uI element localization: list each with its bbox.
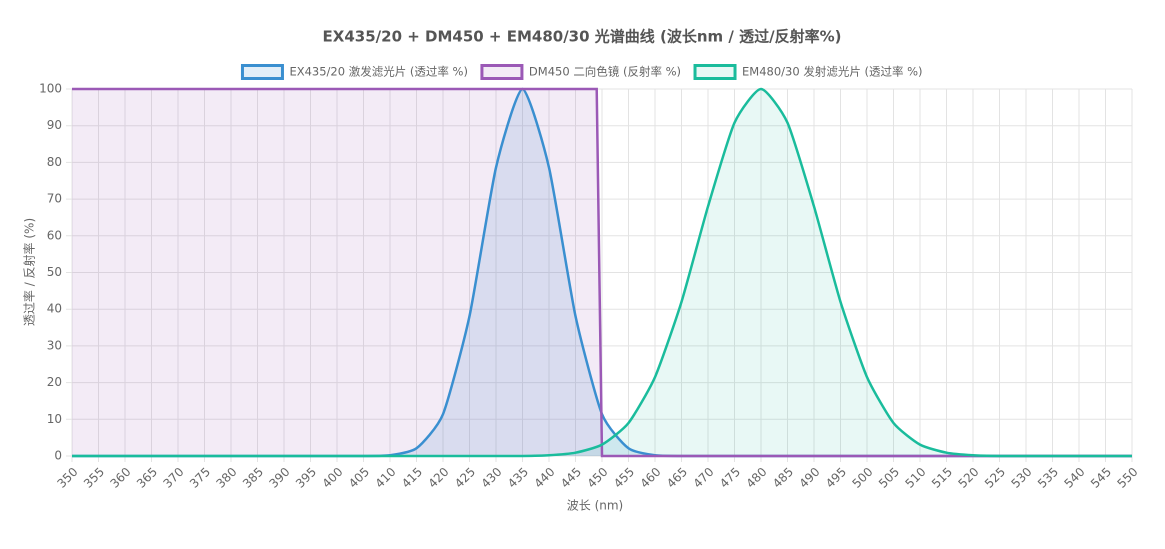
x-tick-label: 460 [637, 465, 663, 491]
legend: EX435/20 激发滤光片 (透过率 %) DM450 二向色镜 (反射率 %)… [240, 64, 923, 80]
legend-swatch [693, 64, 737, 80]
x-tick-label: 495 [823, 465, 849, 491]
x-tick-label: 535 [1035, 465, 1061, 491]
x-tick-label: 410 [372, 465, 398, 491]
x-tick-label: 435 [505, 465, 531, 491]
x-tick-label: 455 [611, 465, 637, 491]
x-tick-label: 540 [1061, 465, 1087, 491]
x-tick-label: 405 [346, 465, 372, 491]
x-tick-label: 450 [584, 465, 610, 491]
x-tick-label: 400 [319, 465, 345, 491]
x-tick-label: 490 [796, 465, 822, 491]
x-tick-label: 525 [982, 465, 1008, 491]
x-tick-label: 360 [107, 465, 133, 491]
x-tick-label: 355 [81, 465, 107, 491]
x-tick-label: 395 [293, 465, 319, 491]
legend-swatch [240, 64, 284, 80]
x-tick-label: 470 [690, 465, 716, 491]
x-tick-label: 415 [399, 465, 425, 491]
y-tick-label: 50 [47, 265, 62, 279]
x-tick-label: 520 [955, 465, 981, 491]
y-tick-label: 60 [47, 228, 62, 242]
y-tick-label: 90 [47, 118, 62, 132]
y-tick-label: 100 [39, 82, 62, 96]
y-tick-label: 10 [47, 412, 62, 426]
x-tick-label: 530 [1008, 465, 1034, 491]
x-tick-label: 390 [266, 465, 292, 491]
x-tick-label: 545 [1088, 465, 1114, 491]
chart-title: EX435/20 + DM450 + EM480/30 光谱曲线 (波长nm /… [323, 28, 842, 46]
x-tick-label: 510 [902, 465, 928, 491]
y-tick-label: 80 [47, 155, 62, 169]
x-tick-label: 550 [1114, 465, 1140, 491]
x-tick-label: 485 [770, 465, 796, 491]
x-tick-label: 385 [240, 465, 266, 491]
x-tick-label: 370 [160, 465, 186, 491]
x-tick-label: 375 [187, 465, 213, 491]
y-tick-label: 40 [47, 302, 62, 316]
y-tick-label: 0 [54, 449, 62, 463]
legend-swatch [480, 64, 524, 80]
x-tick-label: 425 [452, 465, 478, 491]
x-axis-label: 波长 (nm) [567, 499, 623, 513]
x-tick-label: 430 [478, 465, 504, 491]
x-tick-label: 440 [531, 465, 557, 491]
x-tick-label: 515 [929, 465, 955, 491]
legend-label: EM480/30 发射滤光片 (透过率 %) [742, 65, 923, 79]
x-tick-label: 505 [876, 465, 902, 491]
x-tick-label: 480 [743, 465, 769, 491]
line [72, 87, 1132, 458]
y-tick-label: 30 [47, 338, 62, 352]
x-tick-label: 500 [849, 465, 875, 491]
y-axis-label: 透过率 / 反射率 (%) [22, 218, 37, 326]
x-tick-label: 465 [664, 465, 690, 491]
x-tick-label: 350 [54, 465, 80, 491]
y-tick-label: 20 [47, 375, 62, 389]
y-tick-label: 70 [47, 192, 62, 206]
x-tick-label: 380 [213, 465, 239, 491]
x-tick-label: 420 [425, 465, 451, 491]
x-tick-label: 445 [558, 465, 584, 491]
legend-label: EX435/20 激发滤光片 (透过率 %) [289, 65, 467, 79]
x-tick-label: 475 [717, 465, 743, 491]
legend-label: DM450 二向色镜 (反射率 %) [529, 65, 681, 79]
line [72, 87, 1132, 458]
area [72, 89, 1132, 456]
x-tick-label: 365 [134, 465, 160, 491]
